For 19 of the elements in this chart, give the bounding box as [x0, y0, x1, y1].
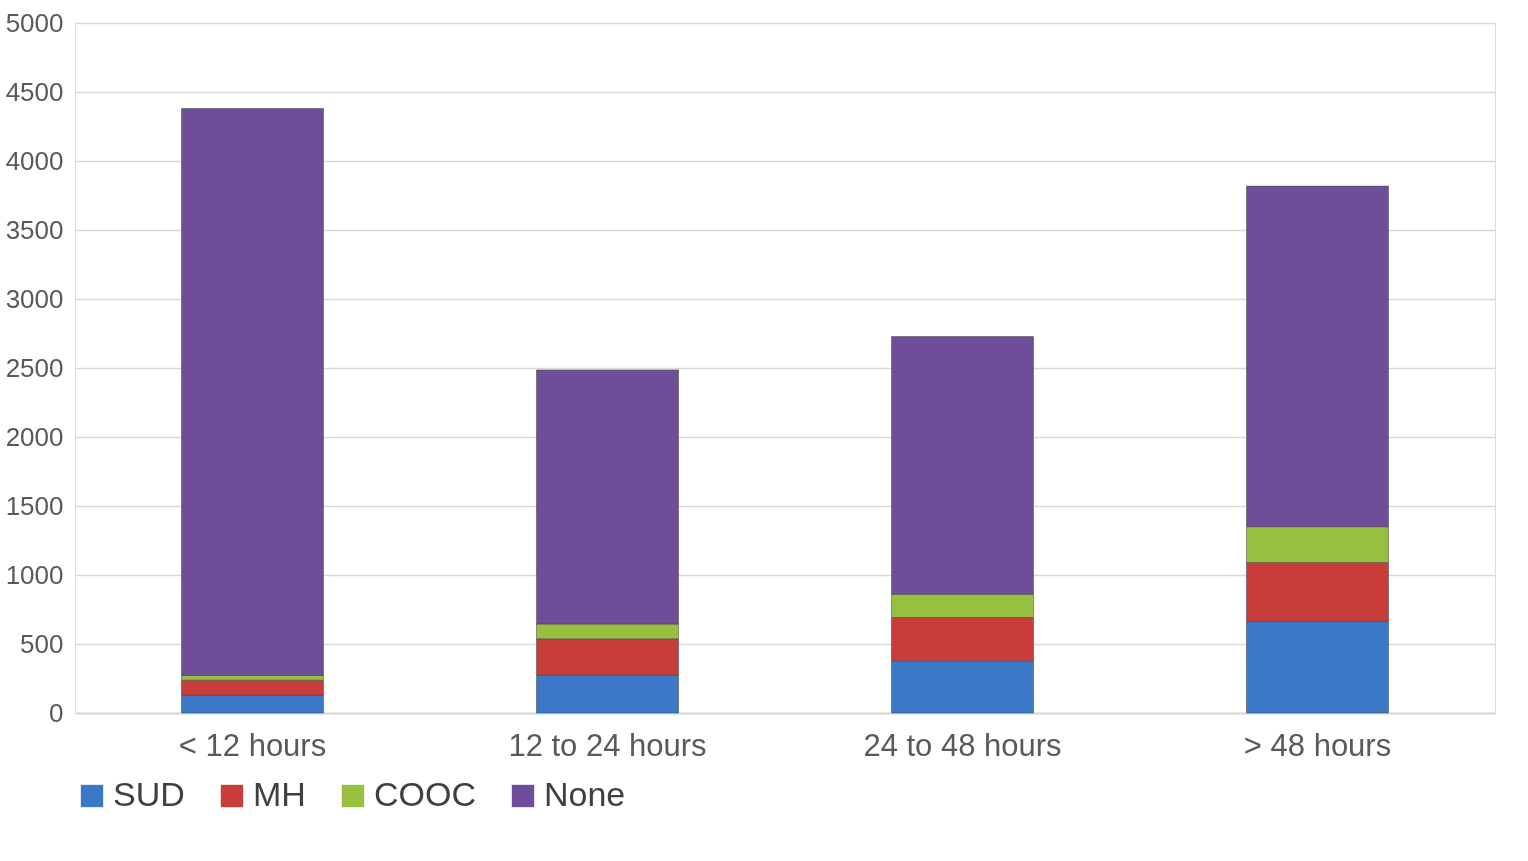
legend-label: MH: [253, 775, 306, 813]
y-tick-label: 3000: [5, 283, 64, 314]
y-tick-label: 4000: [5, 145, 64, 176]
y-tick-label: 500: [20, 628, 64, 659]
y-tick-label: 1000: [5, 559, 64, 590]
x-tick-label: < 12 hours: [178, 727, 327, 763]
y-tick-label: 5000: [5, 7, 64, 38]
y-tick-label: 4500: [5, 76, 64, 107]
legend-label: None: [544, 775, 626, 813]
y-tick-label: 0: [49, 697, 64, 728]
x-tick-label: 24 to 48 hours: [863, 727, 1062, 763]
legend-label: COOC: [374, 775, 476, 813]
y-tick-label: 2000: [5, 421, 64, 452]
y-tick-label: 1500: [5, 490, 64, 521]
x-tick-label: 12 to 24 hours: [508, 727, 707, 763]
x-tick-label: > 48 hours: [1243, 727, 1392, 763]
y-tick-label: 3500: [5, 214, 64, 245]
legend-label: SUD: [113, 775, 185, 813]
y-tick-label: 2500: [5, 352, 64, 383]
